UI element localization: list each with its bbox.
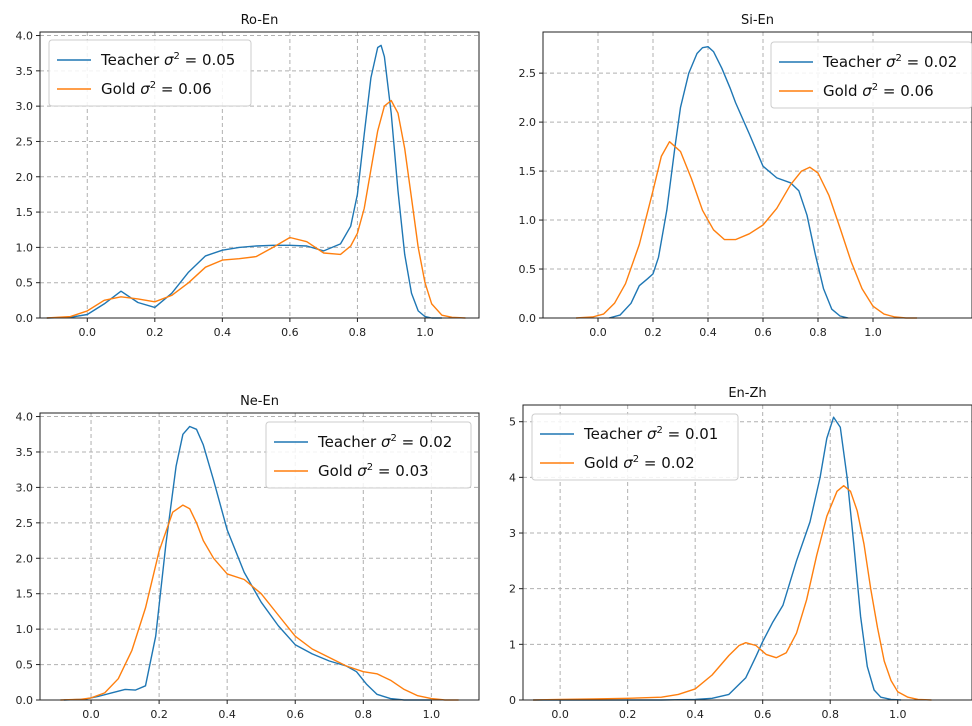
series-line-teacher <box>608 46 849 319</box>
y-tick-label: 3.5 <box>16 446 34 459</box>
legend-label: Gold σ2 = 0.02 <box>584 454 695 472</box>
x-tick-label: 1.0 <box>889 708 907 721</box>
legend-label: Teacher σ2 = 0.05 <box>100 51 235 69</box>
plot-frame <box>522 404 972 701</box>
y-tick-label: 2.5 <box>519 67 537 80</box>
y-tick-label: 4 <box>509 471 516 484</box>
x-tick-label: 0.4 <box>218 708 236 721</box>
y-tick-label: 3.5 <box>16 65 34 78</box>
y-tick-label: 3.0 <box>16 100 34 113</box>
y-tick-label: 4.0 <box>16 30 34 43</box>
x-tick-label: 0.6 <box>754 326 772 339</box>
x-tick-label: 0.0 <box>82 708 100 721</box>
y-tick-label: 2.0 <box>519 116 537 129</box>
y-tick-label: 3.0 <box>16 481 34 494</box>
y-tick-label: 2.5 <box>16 135 34 148</box>
y-tick-label: 2 <box>509 583 516 596</box>
y-tick-label: 1 <box>509 638 516 651</box>
chart-title: Ro-En <box>241 13 279 28</box>
plot-frame <box>39 31 480 319</box>
legend-box <box>48 39 252 107</box>
y-tick-label: 0.0 <box>16 694 34 707</box>
x-tick-label: 1.0 <box>423 708 441 721</box>
legend-label: Teacher σ2 = 0.01 <box>583 425 718 443</box>
y-tick-label: 0 <box>509 694 516 707</box>
chart-title: En-Zh <box>728 386 766 401</box>
x-tick-label: 0.2 <box>619 708 637 721</box>
y-tick-label: 3 <box>509 527 516 540</box>
x-tick-label: 0.2 <box>146 326 164 339</box>
x-tick-label: 0.8 <box>355 708 373 721</box>
series-line-gold <box>575 141 917 319</box>
series-line-gold <box>46 99 466 319</box>
x-tick-label: 0.4 <box>214 326 232 339</box>
chart-panel-0: 0.0 0.2 0.4 0.6 0.8 1.0 0.0 0.5 1.0 1.5 2.0 2.5 3.0 3… <box>16 13 480 339</box>
x-tick-label: 1.0 <box>416 326 434 339</box>
y-tick-label: 0.5 <box>16 659 34 672</box>
x-tick-label: 0.8 <box>349 326 367 339</box>
chart-panel-2: 0.0 0.2 0.4 0.6 0.8 1.0 0.0 0.5 1.0 1.5 2.0 2.5 3.0 3… <box>16 394 480 721</box>
x-tick-label: 0.0 <box>79 326 97 339</box>
y-tick-label: 1.0 <box>16 623 34 636</box>
y-tick-label: 2.0 <box>16 171 34 184</box>
y-tick-label: 0.5 <box>16 277 34 290</box>
x-tick-label: 0.6 <box>754 708 772 721</box>
y-tick-label: 1.5 <box>16 206 34 219</box>
series-line-teacher <box>46 44 442 319</box>
legend-label: Teacher σ2 = 0.02 <box>822 53 957 71</box>
y-tick-label: 0.5 <box>519 263 537 276</box>
legend-box <box>770 41 972 109</box>
legend-label: Gold σ2 = 0.06 <box>823 82 934 100</box>
x-tick-label: 0.8 <box>809 326 827 339</box>
y-tick-label: 1.5 <box>519 165 537 178</box>
y-tick-label: 4.0 <box>16 411 34 424</box>
x-tick-label: 0.0 <box>589 326 607 339</box>
chart-title: Ne-En <box>240 394 279 409</box>
x-tick-label: 1.0 <box>864 326 882 339</box>
series-line-gold <box>60 504 459 701</box>
series-line-teacher <box>63 425 432 701</box>
chart-title: Si-En <box>741 13 774 28</box>
y-tick-label: 1.0 <box>519 214 537 227</box>
x-tick-label: 0.2 <box>644 326 662 339</box>
y-tick-label: 0.0 <box>16 312 34 325</box>
y-tick-label: 0.0 <box>519 312 537 325</box>
x-tick-label: 0.6 <box>281 326 299 339</box>
y-tick-label: 1.0 <box>16 241 34 254</box>
x-tick-label: 0.0 <box>551 708 569 721</box>
legend-label: Gold σ2 = 0.06 <box>101 80 212 98</box>
x-tick-label: 0.8 <box>821 708 839 721</box>
y-tick-label: 2.5 <box>16 517 34 530</box>
legend-box <box>265 421 472 489</box>
series-line-gold <box>533 485 932 701</box>
y-tick-label: 1.5 <box>16 588 34 601</box>
x-tick-label: 0.6 <box>286 708 304 721</box>
legend-label: Teacher σ2 = 0.02 <box>317 433 452 451</box>
x-tick-label: 0.2 <box>150 708 168 721</box>
legend-label: Gold σ2 = 0.03 <box>318 462 429 480</box>
chart-panel-1: 0.0 0.2 0.4 0.6 0.8 1.0 0.0 0.5 1.0 1.5 2.0 2.5 Si-E… <box>519 13 972 339</box>
plot-frame <box>542 31 972 319</box>
chart-panel-3: 0.0 0.2 0.4 0.6 0.8 1.0 0 1 2 3 4 5 En-Zh Teacher σ2 … <box>509 386 972 721</box>
x-tick-label: 0.4 <box>686 708 704 721</box>
x-tick-label: 0.4 <box>699 326 717 339</box>
y-tick-label: 2.0 <box>16 552 34 565</box>
y-tick-label: 5 <box>509 416 516 429</box>
legend-box <box>531 413 739 481</box>
plot-frame <box>39 412 480 701</box>
